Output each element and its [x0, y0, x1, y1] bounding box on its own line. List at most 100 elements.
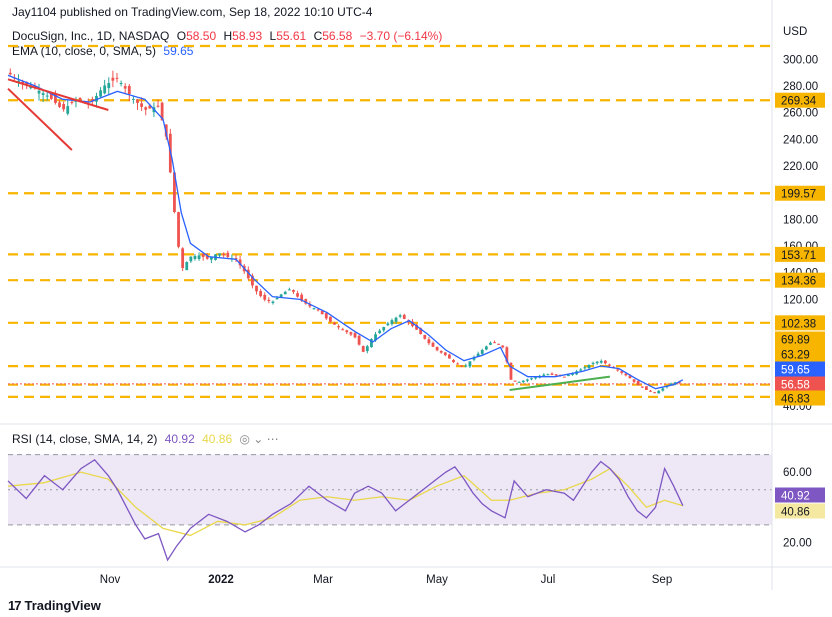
time-axis[interactable]: Nov 2022 Mar May Jul Sep	[0, 0, 832, 590]
candle-body	[103, 85, 107, 94]
candle-body	[54, 93, 57, 103]
candle-body	[431, 342, 435, 347]
candle-body	[148, 105, 152, 109]
candle-body	[439, 350, 443, 353]
tradingview-brand[interactable]: 17 TradingView	[8, 598, 101, 613]
candle-body	[275, 298, 279, 300]
candle-body	[25, 81, 29, 86]
price-tick-label: 300.00	[783, 54, 818, 66]
rsi-pane: 60.00 20.00 40.92 40.86	[7, 454, 825, 562]
candle-body	[579, 369, 583, 371]
candle-body	[156, 105, 160, 107]
candle-body	[411, 321, 414, 327]
price-label-text: 269.34	[781, 96, 817, 108]
candle-body	[484, 346, 488, 350]
candle-body	[205, 255, 209, 259]
tradingview-logo-icon: 17	[8, 598, 22, 613]
candle-body	[546, 374, 550, 376]
candle-body	[501, 345, 505, 348]
candle-body	[415, 324, 418, 330]
price-tick-label: 180.00	[783, 214, 818, 226]
symbol-name: DocuSign, Inc., 1D, NASDAQ	[12, 29, 170, 43]
rsi-value: 40.92	[164, 432, 195, 446]
candle-body	[90, 99, 94, 102]
candle-body	[160, 102, 164, 121]
candle-body	[345, 330, 349, 333]
candle-body	[505, 347, 509, 362]
candle-body	[657, 390, 661, 394]
candle-body	[435, 346, 439, 351]
candle-body	[177, 212, 180, 247]
candle-body	[583, 367, 587, 369]
rsi-settings-icon[interactable]: ◎ ⌄ ⋯	[239, 432, 279, 446]
price-label-text: 199.57	[781, 189, 816, 201]
candle-body	[238, 259, 242, 266]
rsi-value-label: 40.86	[781, 507, 810, 519]
candle-body	[95, 95, 98, 102]
candle-body	[111, 77, 115, 81]
candle-body	[259, 291, 263, 297]
time-tick-label: Mar	[313, 574, 333, 586]
candle-body	[279, 294, 283, 298]
price-label-box	[775, 185, 825, 201]
rsi-ma-line	[7, 467, 684, 537]
candle-body	[140, 103, 144, 107]
candle-body	[218, 253, 221, 256]
price-axis[interactable]: 300.00280.00260.00240.00220.00200.00180.…	[775, 26, 825, 413]
time-tick-label: Nov	[100, 574, 121, 586]
candle-body	[509, 362, 513, 380]
candle-body	[193, 256, 197, 259]
candle-body	[427, 339, 431, 344]
candle-body	[460, 365, 464, 367]
currency-label: USD	[783, 26, 807, 38]
price-label-box	[775, 92, 825, 108]
candle-body	[209, 257, 213, 260]
candle-body	[608, 364, 611, 366]
candle-body	[296, 293, 299, 297]
candle-body	[374, 334, 377, 341]
close-key: C	[313, 29, 323, 43]
candle-body	[66, 106, 70, 114]
price-label-text: 46.83	[781, 394, 810, 406]
candle-body	[591, 362, 595, 364]
ema-legend: EMA (10, close, 0, SMA, 5) 59.65	[12, 44, 193, 58]
candle-body	[554, 374, 558, 376]
rsi-value-label: 40.92	[781, 491, 810, 503]
candle-body	[70, 101, 74, 103]
candle-body	[624, 373, 628, 376]
price-label-text: 102.38	[781, 318, 816, 330]
candle-body	[562, 376, 566, 378]
candle-body	[300, 294, 304, 301]
low-value: 55.61	[276, 29, 307, 43]
candle-body	[448, 354, 451, 359]
publisher-header: Jay1104 published on TradingView.com, Se…	[12, 5, 373, 19]
candle-body	[493, 342, 496, 344]
candle-body	[653, 392, 657, 394]
candle-body	[661, 388, 665, 391]
price-label-text: 56.58	[781, 380, 810, 392]
candle-body	[382, 327, 386, 331]
candle-body	[333, 322, 336, 325]
candle-body	[476, 353, 480, 357]
rsi-value-box	[775, 503, 825, 519]
price-label-text: 63.29	[781, 350, 810, 362]
candle-body	[267, 299, 271, 301]
open-value: 58.50	[186, 29, 217, 43]
price-label-box	[775, 315, 825, 331]
candle-body	[197, 255, 201, 260]
time-tick-label: 2022	[208, 574, 234, 586]
candle-body	[255, 285, 258, 292]
candle-body	[595, 361, 599, 364]
candle-body	[8, 72, 12, 75]
candle-body	[542, 374, 546, 376]
price-tick-label: 280.00	[783, 81, 818, 93]
candle-body	[123, 86, 127, 89]
price-tick-label: 120.00	[783, 294, 818, 306]
ema-series	[7, 74, 684, 390]
candle-body	[324, 313, 328, 319]
high-key: H	[223, 29, 233, 43]
candle-body	[525, 379, 529, 381]
rsi-tick-label: 20.00	[783, 537, 812, 549]
candle-body	[37, 90, 41, 94]
